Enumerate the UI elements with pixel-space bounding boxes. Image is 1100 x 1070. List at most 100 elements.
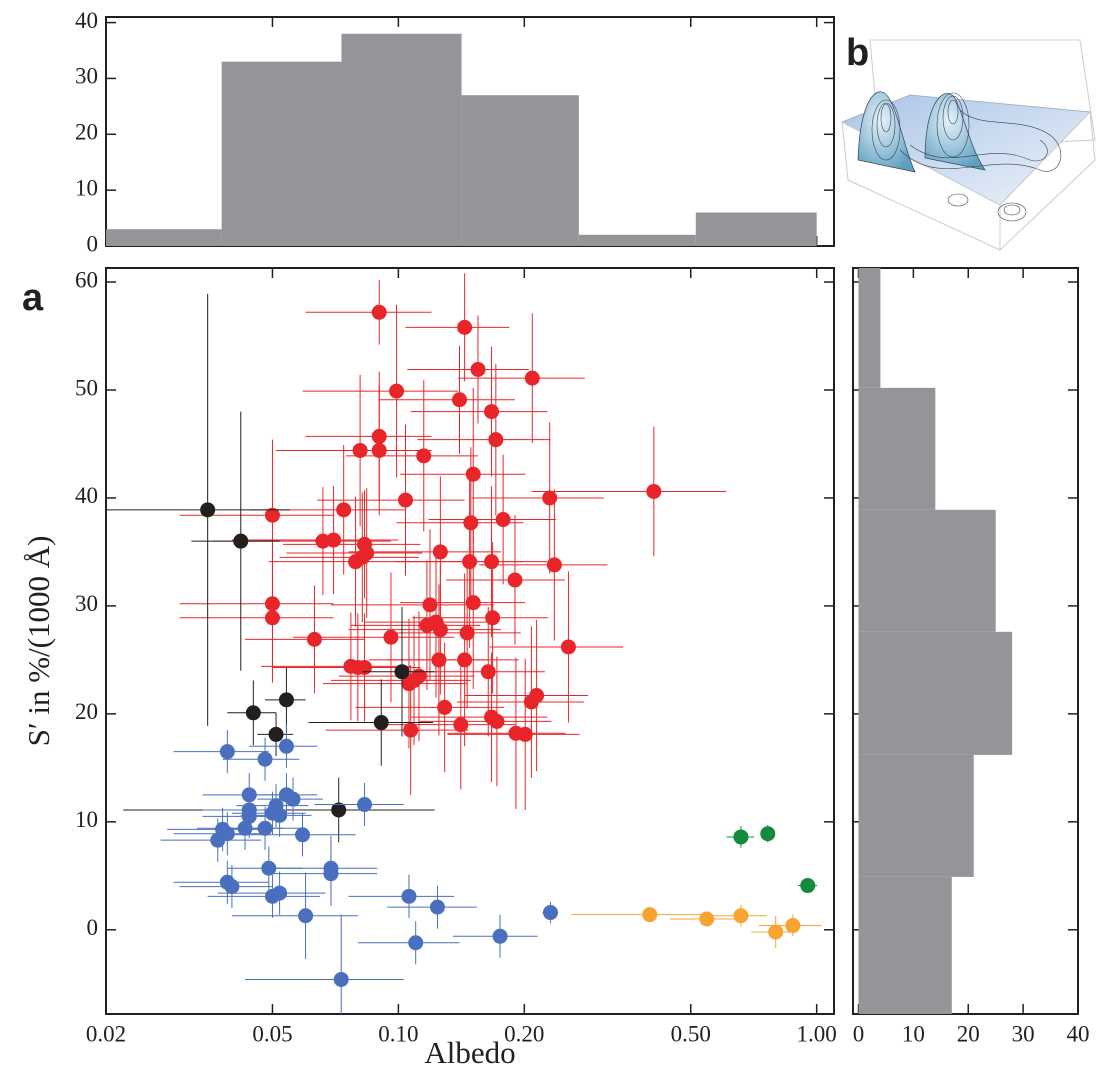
- y-tick-label: 10: [75, 175, 98, 200]
- data-point: [224, 879, 240, 895]
- data-point: [295, 827, 311, 843]
- data-point: [371, 304, 387, 320]
- histogram-bar: [106, 229, 222, 246]
- histogram-bar: [341, 33, 462, 246]
- data-point: [760, 826, 776, 842]
- data-point: [416, 448, 432, 464]
- data-point: [517, 726, 533, 742]
- data-point: [560, 639, 576, 655]
- data-point: [401, 888, 417, 904]
- data-point: [524, 370, 540, 386]
- x-tick-label: 0.02: [86, 1021, 126, 1046]
- data-point: [403, 722, 419, 738]
- x-tick-label: 1.00: [797, 1021, 837, 1046]
- data-point: [268, 726, 284, 742]
- data-point: [257, 751, 273, 767]
- data-point: [278, 692, 294, 708]
- data-point: [326, 532, 342, 548]
- data-point: [459, 625, 475, 641]
- plot-scatter: 0.02 0.05 0.10 0.20 0.50 1.00 0 10 20 30 40 50 60 Alb…: [21, 267, 837, 1070]
- data-point: [457, 652, 473, 668]
- data-point: [463, 515, 479, 531]
- y-tick-label: 40: [75, 483, 98, 508]
- data-point: [453, 717, 469, 733]
- data-point: [352, 442, 368, 458]
- data-point: [646, 483, 662, 499]
- data-point: [348, 554, 364, 570]
- data-point: [785, 917, 801, 933]
- data-point: [492, 928, 508, 944]
- data-point: [233, 533, 249, 549]
- data-point: [733, 829, 749, 845]
- data-point: [484, 404, 500, 420]
- data-point: [373, 715, 389, 731]
- data-point: [278, 738, 294, 754]
- data-point: [465, 595, 481, 611]
- y-tick-label: 10: [75, 807, 98, 832]
- data-point: [432, 544, 448, 560]
- plot-frame: [852, 267, 1079, 1015]
- data-point: [237, 820, 253, 836]
- data-point: [398, 492, 414, 508]
- data-point: [264, 610, 280, 626]
- y-tick-label: 20: [75, 699, 98, 724]
- y-tick-label: 30: [75, 64, 98, 89]
- surface-illustration: [841, 39, 1096, 252]
- x-tick-label: 10: [902, 1021, 925, 1046]
- y-tick-label: 20: [75, 120, 98, 145]
- data-point: [383, 629, 399, 645]
- data-point: [642, 907, 658, 923]
- y-tick-label: 40: [75, 8, 98, 33]
- data-point: [401, 676, 417, 692]
- data-point: [264, 596, 280, 612]
- y-tick-label: 60: [75, 267, 98, 292]
- data-point: [542, 905, 558, 921]
- data-point: [219, 744, 235, 760]
- y-tick-label: 50: [75, 375, 98, 400]
- data-point: [800, 878, 816, 894]
- histogram-bar: [221, 61, 342, 247]
- data-point: [507, 572, 523, 588]
- data-point: [489, 713, 505, 729]
- data-point: [546, 557, 562, 573]
- data-point: [264, 507, 280, 523]
- data-layer: [106, 33, 817, 247]
- y-axis-title: S′ in %/(1000 Å): [21, 536, 56, 747]
- data-layer: [858, 268, 1013, 1014]
- data-point: [462, 554, 478, 570]
- data-point: [306, 631, 322, 647]
- data-point: [210, 832, 226, 848]
- data-point: [431, 652, 447, 668]
- data-point: [495, 512, 511, 528]
- data-point: [480, 664, 496, 680]
- data-point: [523, 694, 539, 710]
- data-point: [484, 554, 500, 570]
- data-point: [408, 935, 424, 951]
- y-tick-label: 0: [87, 231, 99, 256]
- data-point: [457, 319, 473, 335]
- histogram-bar: [578, 234, 696, 246]
- data-point: [371, 442, 387, 458]
- data-point: [733, 908, 749, 924]
- x-tick-label: 20: [957, 1021, 980, 1046]
- x-tick-label: 40: [1067, 1021, 1090, 1046]
- data-point: [389, 383, 405, 399]
- data-point: [485, 610, 501, 626]
- data-point: [245, 705, 261, 721]
- data-point: [465, 466, 481, 482]
- x-tick-label: 0.20: [504, 1021, 544, 1046]
- data-point: [768, 924, 784, 940]
- data-point: [257, 820, 273, 836]
- data-point: [422, 597, 438, 613]
- data-point: [699, 911, 715, 927]
- data-point: [452, 392, 468, 408]
- data-point: [336, 502, 352, 518]
- data-point: [331, 802, 347, 818]
- histogram-bar: [858, 631, 1013, 755]
- data-layer: [106, 273, 822, 1014]
- data-point: [429, 899, 445, 915]
- plot-frame: [105, 267, 835, 1015]
- x-tick-label: 0.10: [378, 1021, 418, 1046]
- data-point: [264, 888, 280, 904]
